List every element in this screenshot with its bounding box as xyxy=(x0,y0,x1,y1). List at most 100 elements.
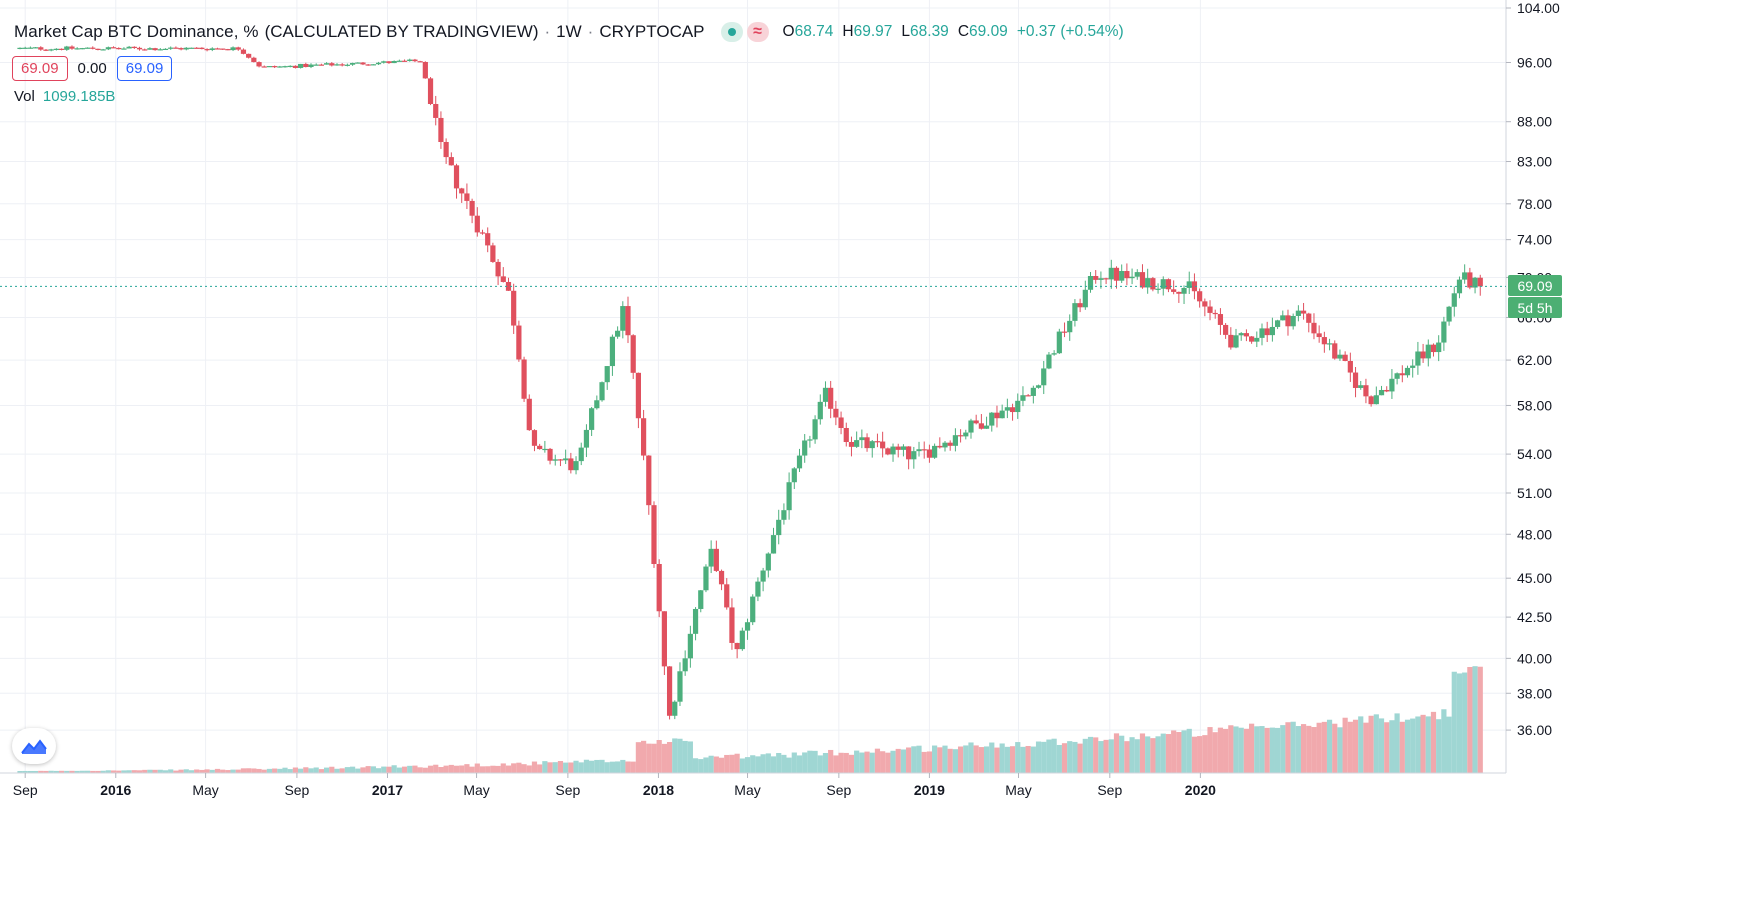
volume-bar xyxy=(786,757,792,773)
sell-price-button[interactable]: 69.09 xyxy=(12,56,68,81)
candle xyxy=(698,589,704,613)
volume-label: Vol xyxy=(14,88,35,105)
candle xyxy=(1077,298,1083,313)
candle xyxy=(963,429,969,440)
candle xyxy=(147,47,153,50)
volume-bar xyxy=(162,770,169,773)
candle xyxy=(32,46,39,49)
candle xyxy=(968,418,974,439)
candle xyxy=(459,187,465,203)
volume-bar xyxy=(17,771,23,773)
volume-bar xyxy=(906,747,912,773)
spread-value: 0.00 xyxy=(77,60,107,77)
volume-bar xyxy=(599,759,605,773)
volume-bar xyxy=(505,765,512,773)
candle xyxy=(1202,298,1208,317)
candle xyxy=(594,395,600,410)
candle xyxy=(386,61,392,64)
candle xyxy=(131,46,137,49)
candle xyxy=(1451,286,1457,317)
volume-bar xyxy=(453,765,460,773)
candle xyxy=(828,380,834,419)
volume-bar xyxy=(261,769,267,773)
time-tick-label: 2018 xyxy=(643,782,674,798)
volume-bar xyxy=(349,766,356,773)
candle xyxy=(168,46,174,50)
buy-price-button[interactable]: 69.09 xyxy=(116,56,173,81)
candle xyxy=(599,381,605,402)
candle xyxy=(687,625,693,668)
candle xyxy=(900,444,907,457)
volume-bar xyxy=(375,768,382,773)
price-axis[interactable]: 104.0096.0088.0083.0078.0074.0070.0066.0… xyxy=(1506,0,1560,738)
volume-bar xyxy=(152,769,158,773)
candle xyxy=(110,46,117,49)
candle xyxy=(770,527,777,554)
tradingview-logo-icon[interactable] xyxy=(12,728,56,764)
interval-label[interactable]: 1W xyxy=(556,22,582,41)
candle xyxy=(490,242,496,263)
volume-bar xyxy=(822,752,829,773)
candle xyxy=(869,439,875,458)
visibility-dot-icon[interactable] xyxy=(720,22,743,42)
symbol-title[interactable]: Market Cap BTC Dominance, % xyxy=(14,22,259,41)
volume-bar xyxy=(563,762,569,773)
volume-bar xyxy=(526,765,532,773)
volume-bar xyxy=(1082,738,1088,773)
candle xyxy=(1134,269,1140,280)
candle xyxy=(272,65,278,69)
volume-bar xyxy=(188,770,195,773)
candle xyxy=(1233,328,1239,349)
volume-bar xyxy=(511,763,517,773)
candle xyxy=(1207,300,1213,321)
time-tick-label: Sep xyxy=(13,782,38,798)
candle xyxy=(1046,352,1052,370)
candle xyxy=(1051,350,1057,356)
candle xyxy=(1462,264,1468,284)
candle xyxy=(516,320,522,362)
volume-bar xyxy=(885,752,891,773)
separator: · xyxy=(544,22,551,41)
candle xyxy=(48,48,54,52)
candle xyxy=(1254,331,1260,348)
price-tick-label: 83.00 xyxy=(1517,154,1552,170)
price-tick-label: 78.00 xyxy=(1517,196,1552,212)
candle xyxy=(833,400,839,426)
wave-icon[interactable]: ≈ xyxy=(746,22,769,42)
candle xyxy=(786,472,792,520)
volume-bar xyxy=(583,759,590,773)
volume-bar xyxy=(750,755,756,773)
volume-bar xyxy=(1061,743,1068,773)
candle xyxy=(916,441,922,457)
candle xyxy=(926,444,933,463)
volume-bar xyxy=(713,756,719,773)
candle xyxy=(666,666,673,720)
candle xyxy=(1197,288,1203,308)
volume-legend: Vol 1099.185B xyxy=(14,88,115,105)
candle xyxy=(22,46,28,49)
candle xyxy=(1326,338,1333,351)
volume-bar xyxy=(978,747,984,773)
candle xyxy=(1264,321,1270,343)
candle xyxy=(911,446,917,469)
volume-bar xyxy=(1191,736,1198,773)
volume-bar xyxy=(370,766,376,773)
candle xyxy=(1332,340,1338,360)
candles xyxy=(17,45,1483,720)
volume-bar xyxy=(718,757,725,773)
candle xyxy=(630,334,636,379)
candle xyxy=(1124,263,1130,286)
volume-bar xyxy=(531,761,538,773)
volume-bar xyxy=(516,762,522,773)
candle xyxy=(1467,267,1473,290)
volume-bar xyxy=(947,748,953,773)
volume-bar xyxy=(1113,733,1120,773)
volume-bar xyxy=(1176,732,1182,773)
candle xyxy=(256,61,262,68)
candle xyxy=(1119,264,1125,284)
volume-bar xyxy=(1425,716,1431,773)
candle xyxy=(615,326,621,339)
volume-bar xyxy=(38,770,44,773)
time-axis[interactable]: Sep 2016 May Sep 2017 May Sep 2018 May Sep 2019 May… xyxy=(13,773,1216,798)
